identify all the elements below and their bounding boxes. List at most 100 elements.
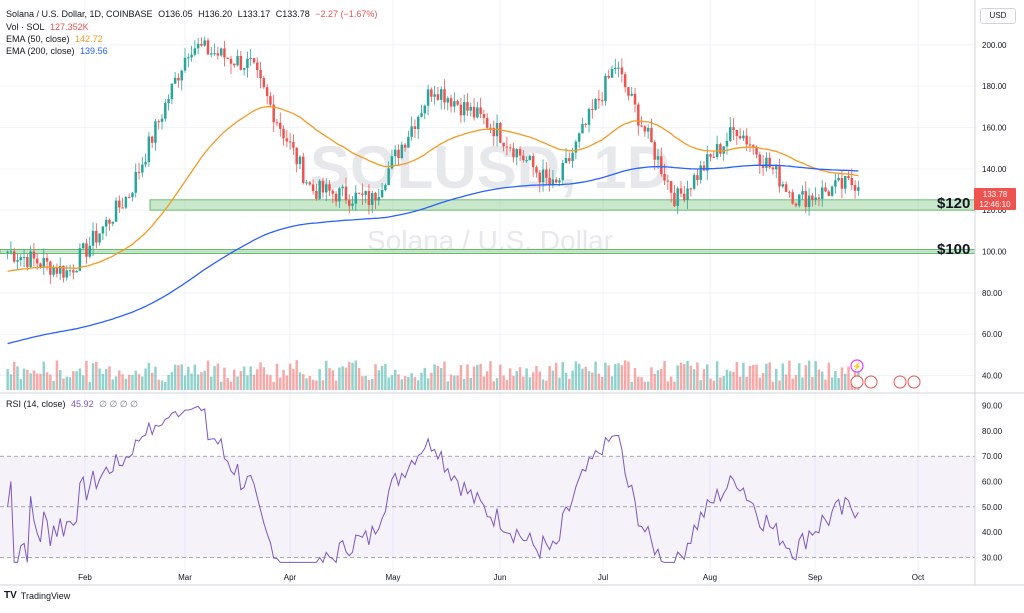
candle-body: [302, 156, 305, 183]
symbol-title[interactable]: Solana / U.S. Dollar, 1D, COINBASE: [6, 9, 153, 19]
rsi-tick-label: 30.00: [982, 553, 1003, 562]
candle-body: [476, 107, 479, 118]
candle-body: [144, 162, 147, 165]
candle-body: [748, 144, 752, 146]
volume-bar: [814, 361, 817, 390]
ema50-line: [7, 105, 859, 273]
candle-body: [439, 89, 443, 100]
candle-body: [551, 179, 555, 185]
volume-bar: [134, 370, 137, 390]
price-tick-label: 100.00: [982, 248, 1007, 257]
volume-bar: [351, 362, 354, 390]
flag-icon[interactable]: [907, 375, 921, 389]
price-tick-label: 180.00: [982, 82, 1007, 91]
volume-bar: [91, 363, 95, 390]
candle-body: [341, 186, 344, 189]
volume-bar: [725, 369, 729, 390]
currency-button[interactable]: USD: [980, 8, 1016, 24]
candle-body: [548, 177, 551, 185]
volume-bar: [722, 375, 725, 390]
flag-icon[interactable]: [864, 375, 878, 389]
candle-body: [246, 58, 249, 68]
volume-bar: [416, 380, 420, 390]
volume-bar: [167, 374, 170, 390]
volume-bar: [666, 381, 670, 390]
candle-body: [594, 98, 597, 110]
volume-bar: [574, 361, 578, 390]
candle-body: [219, 48, 223, 56]
volume-bar: [160, 380, 164, 390]
volume-bar: [729, 371, 732, 390]
volume-bar: [285, 375, 289, 390]
candle-body: [9, 251, 13, 253]
candle-body: [617, 67, 620, 69]
candle-body: [837, 178, 840, 181]
candle-body: [502, 142, 505, 147]
candle-body: [131, 192, 134, 198]
volume-bar: [824, 379, 827, 390]
volume-bar: [446, 381, 450, 390]
volume-bar: [702, 369, 706, 390]
candle-body: [804, 191, 808, 208]
volume-bar: [410, 373, 413, 390]
volume-bar: [630, 381, 633, 390]
volume-legend[interactable]: Vol · SOL 127.352K: [6, 21, 92, 33]
price-tick-label: 160.00: [982, 123, 1007, 132]
candle-body: [190, 54, 193, 58]
tradingview-logo-icon: TV: [4, 590, 17, 601]
volume-bar: [95, 361, 98, 390]
candle-body: [269, 96, 272, 105]
volume-bar: [170, 372, 174, 390]
rsi-legend[interactable]: RSI (14, close) 45.92 ∅ ∅ ∅ ∅: [6, 398, 141, 410]
flag-icon[interactable]: [850, 375, 864, 389]
volume-bar: [784, 374, 788, 390]
candle-body: [522, 155, 525, 161]
candle-body: [584, 123, 587, 125]
candle-body: [732, 127, 735, 130]
event-icons[interactable]: ⚡: [850, 359, 921, 389]
volume-bar: [489, 361, 492, 390]
volume-bar: [748, 365, 752, 390]
volume-bar: [387, 377, 390, 390]
candle-body: [206, 40, 210, 55]
candle-body: [686, 188, 689, 200]
volume-bar: [637, 376, 640, 390]
candle-body: [354, 192, 358, 204]
candle-body: [709, 154, 712, 157]
volume-bar: [29, 373, 32, 390]
volume-bar: [68, 377, 72, 390]
time-tick-label: Jul: [598, 573, 608, 582]
candle-body: [482, 114, 486, 118]
volume-bar: [522, 376, 525, 390]
candle-body: [111, 221, 114, 224]
candle-body: [95, 230, 98, 243]
candle-body: [68, 270, 72, 272]
volume-bar: [439, 367, 443, 390]
candle-body: [213, 53, 216, 55]
volume-bar: [101, 373, 105, 390]
candle-body: [16, 260, 19, 262]
ema200-legend[interactable]: EMA (200, close) 139.56: [6, 45, 111, 57]
tradingview-brand[interactable]: TV TradingView: [4, 590, 70, 601]
volume-bar: [315, 380, 318, 390]
candle-body: [857, 187, 860, 191]
candle-body: [528, 155, 532, 161]
ema50-legend[interactable]: EMA (50, close) 142.72: [6, 33, 106, 45]
candle-body: [505, 146, 509, 148]
candle-body: [321, 180, 325, 193]
candle-body: [479, 107, 482, 115]
candle-body: [118, 200, 121, 208]
candle-body: [472, 106, 476, 118]
candle-body: [380, 190, 384, 198]
candle-body: [758, 154, 762, 165]
volume-bar: [535, 366, 538, 390]
lightning-icon[interactable]: [850, 359, 864, 373]
volume-bar: [282, 369, 285, 390]
candle-body: [604, 75, 607, 102]
volume-bar: [124, 378, 128, 390]
flag-icon[interactable]: [893, 375, 907, 389]
volume-bar: [233, 369, 236, 390]
candle-body: [81, 243, 85, 249]
volume-bar: [788, 360, 791, 390]
